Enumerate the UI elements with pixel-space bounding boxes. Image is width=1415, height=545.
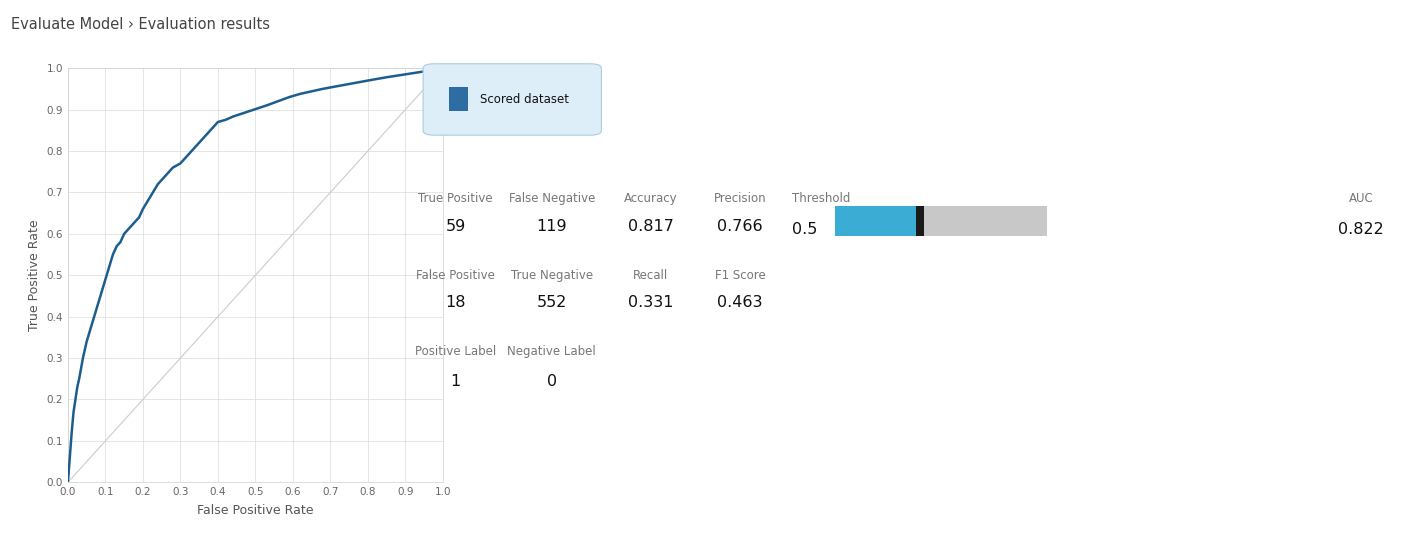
Text: Precision: Precision xyxy=(713,192,767,205)
Y-axis label: True Positive Rate: True Positive Rate xyxy=(28,220,41,331)
Text: Accuracy: Accuracy xyxy=(624,192,678,205)
Text: 0: 0 xyxy=(546,374,558,389)
Text: 0.817: 0.817 xyxy=(628,219,674,234)
Text: 59: 59 xyxy=(446,219,466,234)
Text: 0.822: 0.822 xyxy=(1339,222,1384,238)
Text: 18: 18 xyxy=(446,295,466,310)
Text: 552: 552 xyxy=(536,295,567,310)
Text: F1 Score: F1 Score xyxy=(715,269,766,282)
Text: Threshold: Threshold xyxy=(792,192,850,205)
Text: AUC: AUC xyxy=(1348,192,1374,205)
Text: 0.766: 0.766 xyxy=(717,219,763,234)
Text: True Positive: True Positive xyxy=(419,192,492,205)
Text: Scored dataset: Scored dataset xyxy=(480,93,569,106)
Text: Evaluate Model › Evaluation results: Evaluate Model › Evaluation results xyxy=(11,17,270,33)
Text: 0.331: 0.331 xyxy=(628,295,674,310)
Text: 0.463: 0.463 xyxy=(717,295,763,310)
Text: False Negative: False Negative xyxy=(508,192,596,205)
Text: Recall: Recall xyxy=(634,269,668,282)
Text: Positive Label: Positive Label xyxy=(415,345,497,358)
Text: False Positive: False Positive xyxy=(416,269,495,282)
X-axis label: False Positive Rate: False Positive Rate xyxy=(197,504,314,517)
Text: 0.5: 0.5 xyxy=(792,222,818,238)
Text: True Negative: True Negative xyxy=(511,269,593,282)
Text: 119: 119 xyxy=(536,219,567,234)
Text: Negative Label: Negative Label xyxy=(508,345,596,358)
Text: 1: 1 xyxy=(450,374,461,389)
